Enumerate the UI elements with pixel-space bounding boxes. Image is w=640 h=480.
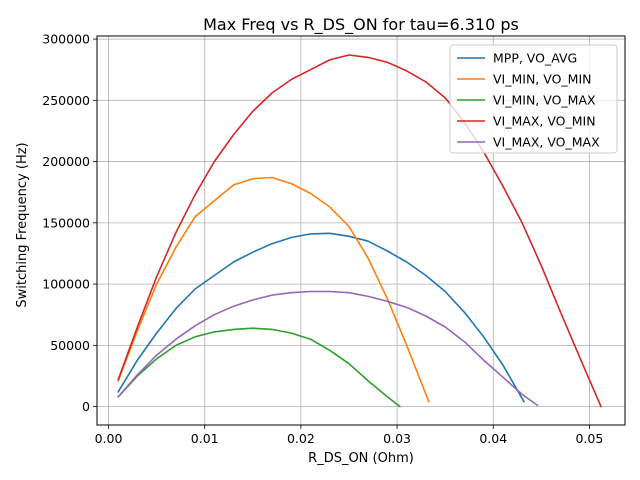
series-layer [117,54,602,408]
legend-label-2: VI_MIN, VO_MIN [493,72,592,87]
legend-label-3: VI_MIN, VO_MAX [493,93,596,108]
x-tick-label: 0.02 [287,431,315,446]
legend: MPP, VO_AVG VI_MIN, VO_MIN VI_MIN, VO_MAX V… [449,44,618,154]
x-tick-label: 0.01 [191,431,219,446]
series-line-3 [117,327,401,408]
plot-frame [96,35,626,426]
x-tick-label: 0.05 [575,431,603,446]
x-tick-label: 0.04 [479,431,507,446]
x-axis-ticks: 0.00 0.01 0.02 0.03 0.04 0.05 [95,425,603,446]
legend-box [449,44,618,154]
legend-label-1: MPP, VO_AVG [493,51,577,66]
legend-label-5: VI_MAX, VO_MAX [493,135,600,150]
y-tick-label: 50000 [50,338,90,353]
y-tick-label: 200000 [42,154,90,169]
y-tick-label: 0 [82,399,90,414]
x-tick-label: 0.03 [383,431,411,446]
y-axis-label: Switching Frequency (Hz) [15,142,30,307]
x-tick-label: 0.00 [95,431,123,446]
chart-title: Max Freq vs R_DS_ON for tau=6.310 ps [203,15,519,35]
y-tick-label: 150000 [42,215,90,230]
y-tick-label: 250000 [42,93,90,108]
legend-label-4: VI_MAX, VO_MIN [493,114,596,129]
y-axis-ticks: 0 50000 100000 150000 200000 250000 300000 [42,32,97,414]
y-tick-label: 300000 [42,32,90,47]
series-line-1 [117,232,525,403]
series-line-5 [117,290,539,407]
series-line-4 [117,54,602,408]
y-tick-label: 100000 [42,277,90,292]
x-axis-label: R_DS_ON (Ohm) [308,451,414,466]
series-line-2 [117,176,430,403]
